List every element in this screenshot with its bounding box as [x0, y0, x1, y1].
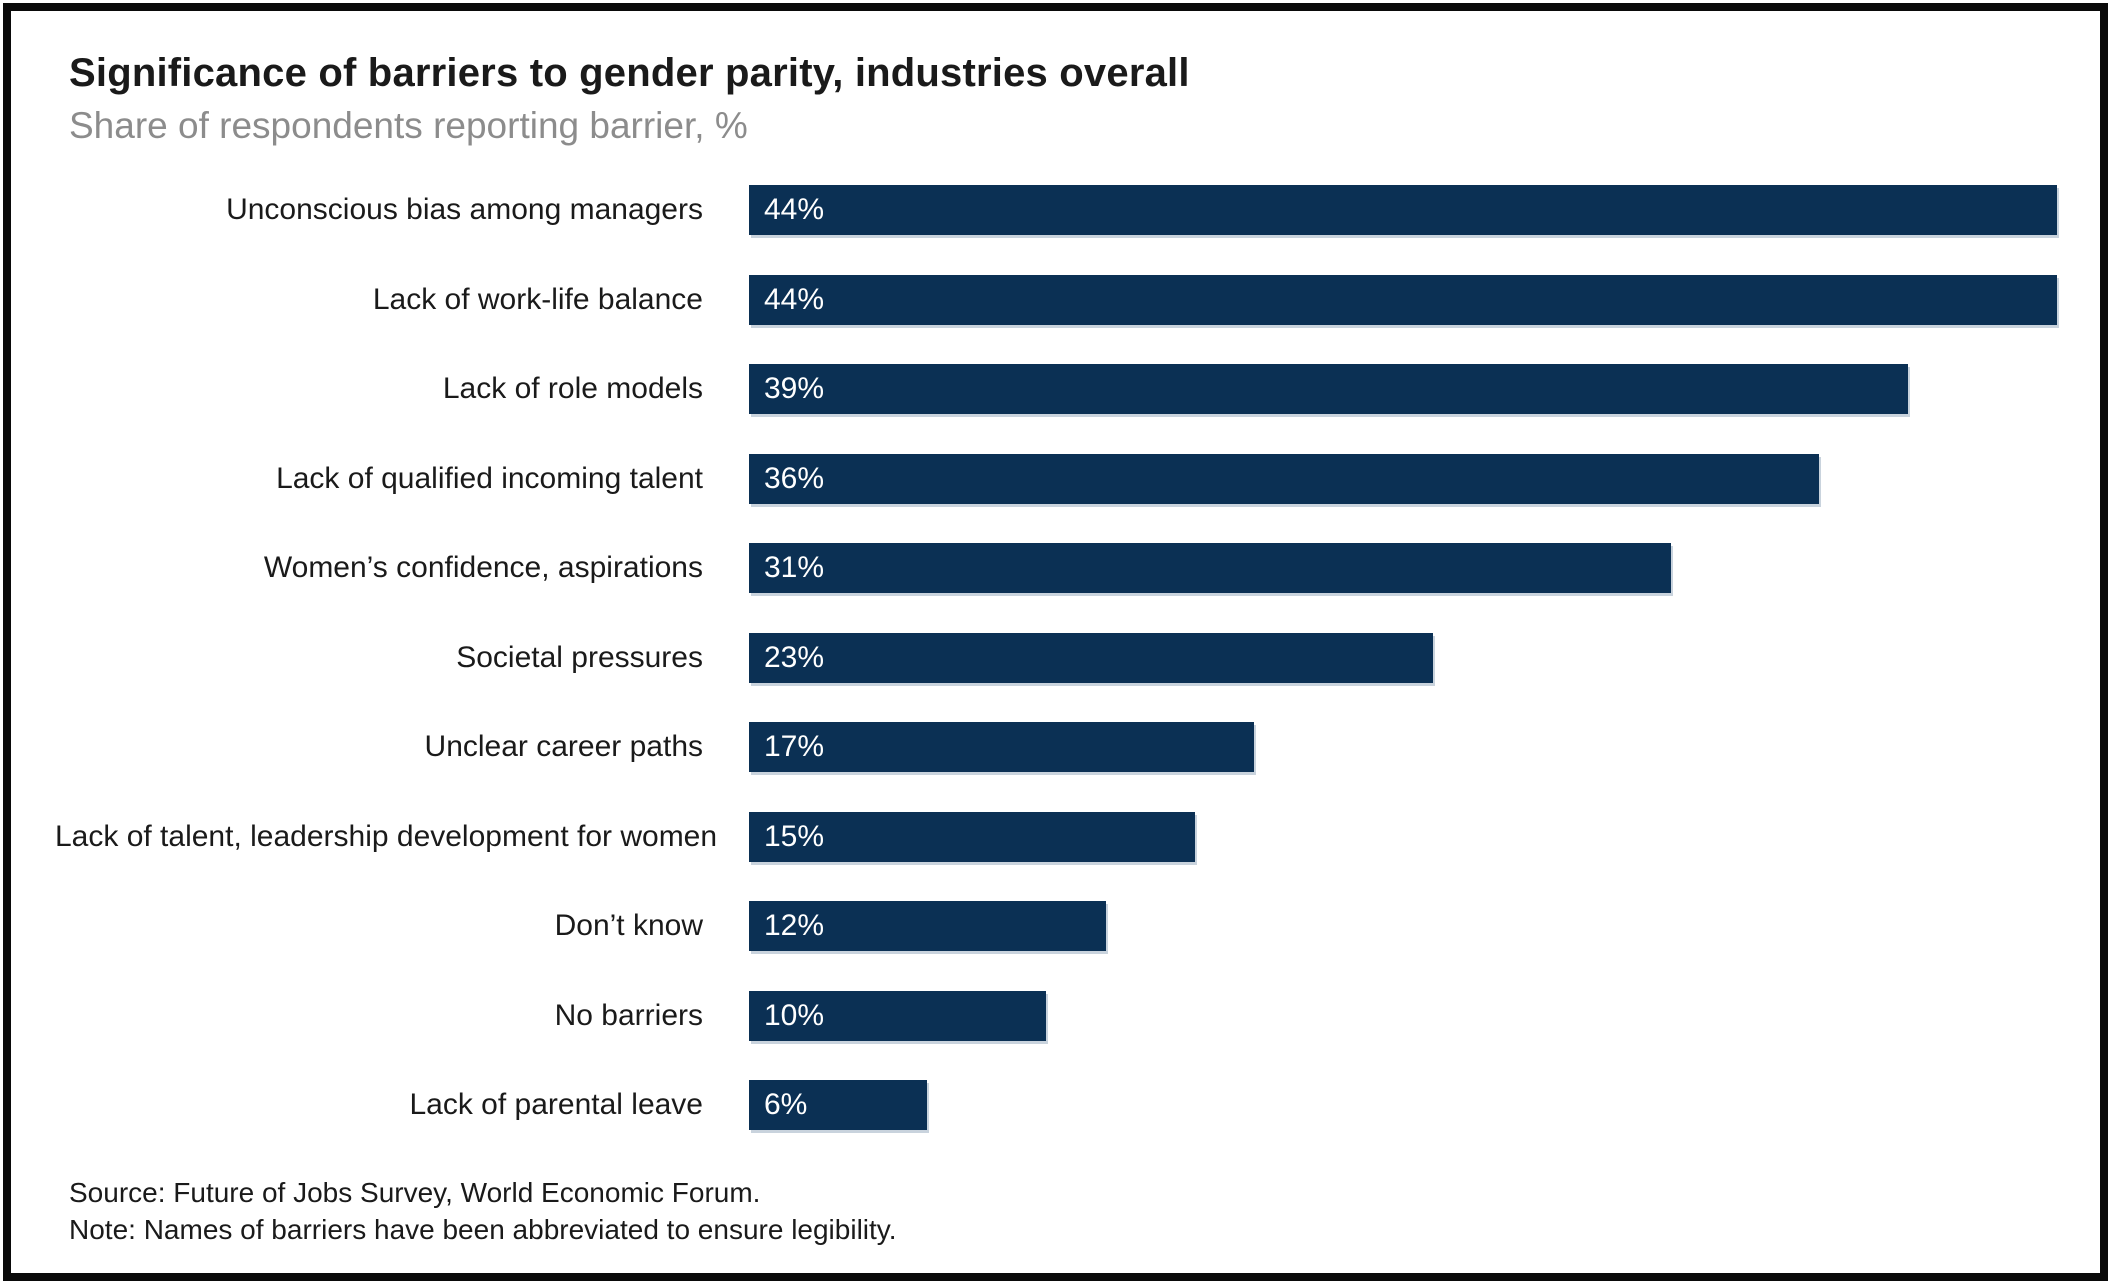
bar-label: No barriers [554, 998, 703, 1032]
bar: 39% [749, 364, 1908, 414]
bar-value-label: 39% [764, 372, 825, 405]
bar-value-label: 10% [764, 998, 825, 1032]
bar-value-label: 12% [764, 909, 825, 942]
bar: 12% [749, 901, 1106, 951]
bar-row: Lack of work-life balance 44% [55, 274, 2100, 325]
chart-title: Significance of barriers to gender parit… [69, 51, 1190, 95]
bar-row: Societal pressures 23% [55, 632, 2100, 683]
bar-value-label: 6% [764, 1088, 808, 1121]
bar-value-label: 23% [764, 640, 825, 674]
bar-label: Lack of talent, leadership development f… [55, 819, 718, 853]
bar-label: Lack of work-life balance [372, 282, 703, 316]
bar-value-label: 15% [764, 819, 825, 853]
bar-label: Don’t know [554, 909, 703, 942]
bar-label: Unclear career paths [424, 730, 703, 763]
bar: 23% [749, 632, 1433, 683]
chart-subtitle: Share of respondents reporting barrier, … [69, 105, 748, 146]
chart-footer: Source: Future of Jobs Survey, World Eco… [69, 1174, 2060, 1248]
bar: 44% [749, 185, 2057, 235]
bar-row: Lack of qualified incoming talent 36% [55, 453, 2100, 504]
bar: 6% [749, 1080, 927, 1130]
bar-label: Lack of role models [442, 372, 703, 405]
bar-value-label: 36% [764, 461, 825, 495]
note-text: Note: Names of barriers have been abbrev… [69, 1214, 897, 1245]
bar-label: Lack of parental leave [409, 1088, 703, 1121]
bar-row: Women’s confidence, aspirations 31% [55, 543, 2100, 593]
bar-label: Lack of qualified incoming talent [276, 461, 703, 495]
bar: 15% [749, 811, 1195, 862]
chart-frame: Significance of barriers to gender parit… [3, 3, 2108, 1281]
bar-row: No barriers 10% [55, 990, 2100, 1041]
bar-label: Societal pressures [456, 640, 703, 674]
bar-rows: Unconscious bias among managers 44% Lack… [11, 185, 2100, 1130]
bar-value-label: 17% [764, 730, 825, 763]
source-text: Source: Future of Jobs Survey, World Eco… [69, 1177, 761, 1208]
bar-row: Lack of talent, leadership development f… [55, 811, 2100, 862]
bar-value-label: 31% [764, 551, 825, 584]
bar: 31% [749, 543, 1671, 593]
bar-row: Lack of parental leave 6% [55, 1080, 2100, 1130]
bar: 36% [749, 453, 1819, 504]
bar-row: Unclear career paths 17% [55, 722, 2100, 772]
bar-row: Don’t know 12% [55, 901, 2100, 951]
bar-value-label: 44% [764, 282, 825, 316]
bar-row: Lack of role models 39% [55, 364, 2100, 414]
bar: 44% [749, 274, 2057, 325]
bar-label: Women’s confidence, aspirations [263, 551, 703, 584]
bar-row: Unconscious bias among managers 44% [55, 185, 2100, 235]
bar: 10% [749, 990, 1046, 1041]
bar-label: Unconscious bias among managers [226, 193, 703, 226]
bar-value-label: 44% [764, 193, 825, 226]
bar: 17% [749, 722, 1254, 772]
